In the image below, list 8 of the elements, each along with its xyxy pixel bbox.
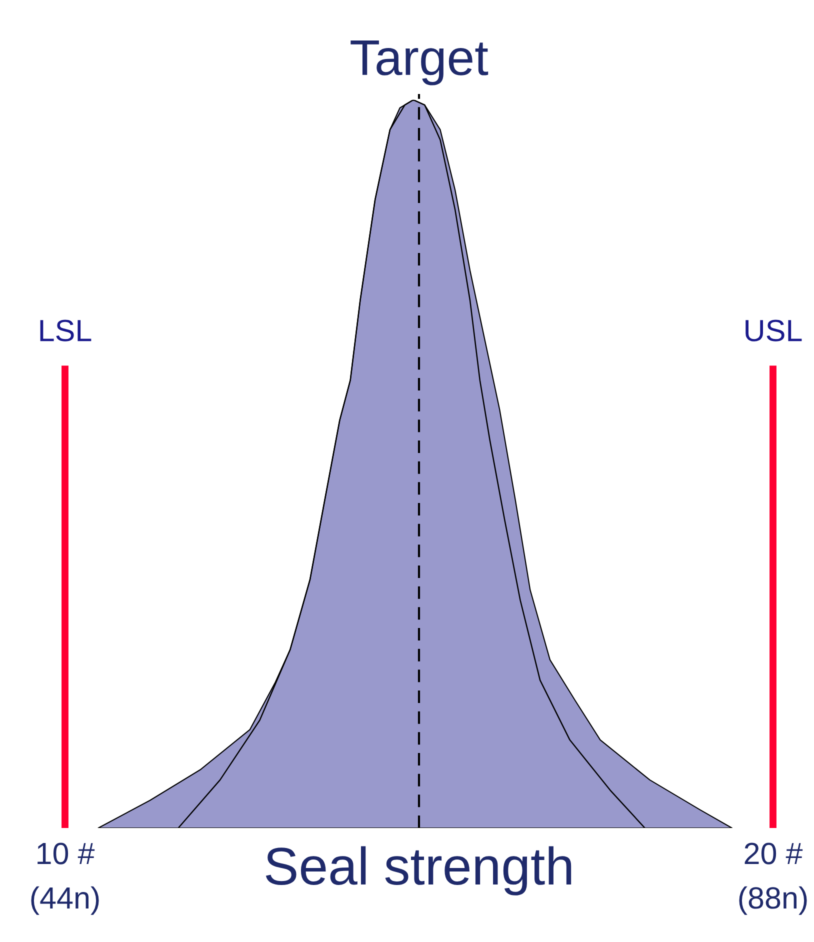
x-tick-label: 20 #	[744, 842, 803, 864]
text: (88n)	[739, 886, 807, 915]
ref-line-label: LSL	[40, 320, 92, 342]
text: (44n)	[31, 886, 99, 915]
x-axis-title: Seal strength	[266, 846, 572, 896]
x-tick-label: 10 #	[38, 842, 95, 864]
ref-line-label: USL	[746, 320, 802, 342]
ref-line-label: Target	[350, 40, 488, 86]
